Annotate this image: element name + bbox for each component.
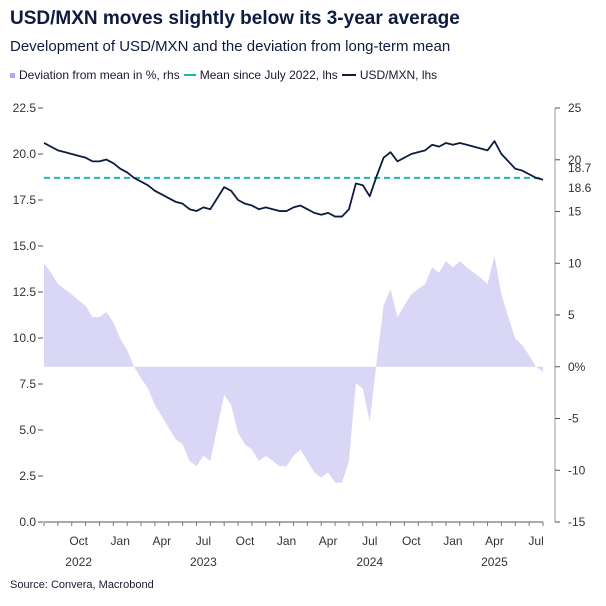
- deviation-area: [44, 256, 543, 483]
- x-year-label: 2025: [481, 555, 508, 569]
- left-tick-label: 2.5: [19, 469, 36, 483]
- left-tick-label: 20.0: [13, 147, 37, 161]
- legend-label-mean: Mean since July 2022, lhs: [199, 68, 338, 82]
- x-month-label: Oct: [402, 534, 421, 548]
- right-tick-label: 10: [568, 256, 582, 270]
- x-month-label: Jul: [528, 534, 543, 548]
- legend-label-usdmxn: USD/MXN, lhs: [359, 68, 438, 82]
- left-tick-label: 22.5: [13, 101, 37, 115]
- x-month-label: Jan: [277, 534, 296, 548]
- right-tick-label: -5: [568, 412, 579, 426]
- x-month-label: Jul: [362, 534, 377, 548]
- x-month-label: Jan: [111, 534, 130, 548]
- right-tick-label: 25: [568, 101, 582, 115]
- left-tick-label: 7.5: [19, 377, 36, 391]
- x-year-label: 2022: [65, 555, 92, 569]
- x-month-label: Jan: [443, 534, 462, 548]
- legend: Deviation from mean in %, rhs Mean since…: [10, 68, 441, 82]
- x-year-label: 2024: [356, 555, 383, 569]
- left-tick-label: 17.5: [13, 193, 37, 207]
- legend-swatch-usdmxn: [341, 74, 356, 76]
- right-tick-label: 20: [568, 153, 582, 167]
- left-tick-label: 5.0: [19, 423, 36, 437]
- legend-item-mean: Mean since July 2022, lhs: [183, 68, 338, 82]
- legend-swatch-mean: [183, 74, 196, 76]
- x-month-label: Apr: [152, 534, 171, 548]
- mean-value-label: 18.7: [568, 161, 592, 175]
- x-month-label: Oct: [69, 534, 88, 548]
- left-tick-label: 15.0: [13, 239, 37, 253]
- left-tick-label: 0.0: [19, 515, 36, 529]
- x-month-label: Oct: [236, 534, 255, 548]
- legend-label-deviation: Deviation from mean in %, rhs: [19, 68, 180, 82]
- x-year-label: 2023: [190, 555, 217, 569]
- chart-title: USD/MXN moves slightly below its 3-year …: [10, 8, 460, 29]
- right-tick-label: 5: [568, 308, 575, 322]
- left-tick-label: 10.0: [13, 331, 37, 345]
- right-tick-label: 15: [568, 205, 582, 219]
- right-tick-label: -10: [568, 463, 586, 477]
- right-tick-label: -15: [568, 515, 586, 529]
- legend-item-usdmxn: USD/MXN, lhs: [341, 68, 438, 82]
- legend-swatch-deviation: [10, 72, 15, 78]
- x-month-label: Jul: [196, 534, 211, 548]
- source-note: Source: Convera, Macrobond: [10, 579, 154, 591]
- right-tick-label: 0%: [568, 360, 586, 374]
- left-tick-label: 12.5: [13, 285, 37, 299]
- x-month-label: Apr: [485, 534, 504, 548]
- chart-subtitle: Development of USD/MXN and the deviation…: [10, 38, 451, 55]
- x-month-label: Apr: [319, 534, 338, 548]
- usdmxn-line: [43, 140, 544, 218]
- legend-item-deviation: Deviation from mean in %, rhs: [10, 68, 180, 82]
- last-value-label: 18.6: [568, 181, 592, 195]
